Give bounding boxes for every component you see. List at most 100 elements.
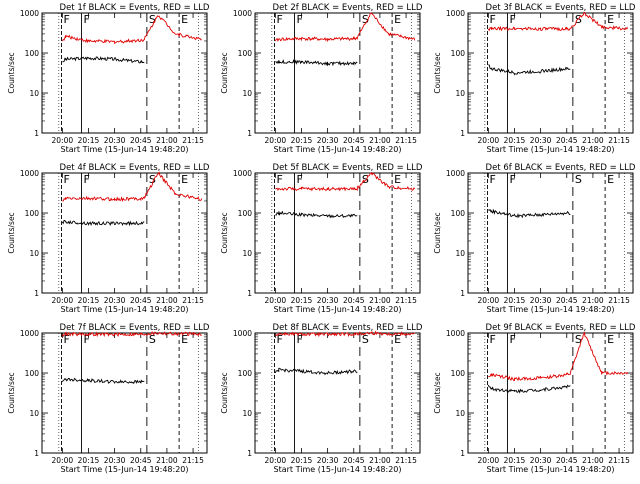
y-tick-label: 1 xyxy=(247,289,252,298)
detector-panel-2: Det 2f BLACK = Events, RED = LLD 1 10 100 10… xyxy=(213,0,426,160)
y-tick-label: 1 xyxy=(34,449,39,458)
y-tick-label: 1000 xyxy=(446,329,465,338)
marker-label: S xyxy=(575,333,582,346)
y-tick-label: 1 xyxy=(34,129,39,138)
y-tick-label: 1000 xyxy=(20,9,39,18)
marker-label: F xyxy=(84,333,90,346)
y-axis-label: Counts/sec xyxy=(7,372,16,413)
lld-series-line xyxy=(61,15,202,44)
x-axis-label: Start Time (15-Jun-14 19:48:20) xyxy=(61,305,189,314)
detector-panel-1: Det 1f BLACK = Events, RED = LLD 1 10 100 10… xyxy=(0,0,213,160)
x-axis-label: Start Time (15-Jun-14 19:48:20) xyxy=(274,305,402,314)
x-tick-label: 20:15 xyxy=(291,136,313,145)
x-tick-label: 20:30 xyxy=(530,136,552,145)
marker-label: E xyxy=(394,13,401,26)
plot-frame xyxy=(41,12,208,134)
plot-frame xyxy=(467,332,634,454)
marker-label: F xyxy=(63,13,69,26)
detector-chart-2: Det 2f BLACK = Events, RED = LLD 1 10 100 10… xyxy=(220,3,423,154)
x-tick-label: 21:00 xyxy=(369,456,391,465)
chart-title: Det 9f BLACK = Events, RED = LLD xyxy=(486,323,636,333)
y-tick-label: 1000 xyxy=(233,9,252,18)
plot-frame xyxy=(41,332,208,454)
y-tick-label: 1 xyxy=(460,449,465,458)
x-tick-label: 20:30 xyxy=(317,136,339,145)
y-tick-label: 100 xyxy=(451,369,466,378)
x-tick-label: 21:15 xyxy=(395,456,417,465)
detector-chart-4: Det 4f BLACK = Events, RED = LLD 1 10 100 10… xyxy=(7,163,210,314)
y-tick-label: 1000 xyxy=(233,169,252,178)
lld-series-line xyxy=(275,330,416,338)
y-tick-label: 10 xyxy=(455,89,465,98)
detector-panel-8: Det 8f BLACK = Events, RED = LLD 1 10 100 10… xyxy=(213,320,426,480)
y-tick-label: 1000 xyxy=(233,329,252,338)
events-series-line xyxy=(488,64,571,76)
x-tick-label: 20:45 xyxy=(343,136,365,145)
marker-label: F xyxy=(297,173,303,186)
x-tick-label: 21:00 xyxy=(582,296,604,305)
marker-label: F xyxy=(510,333,516,346)
x-tick-label: 20:30 xyxy=(317,296,339,305)
y-tick-label: 1 xyxy=(460,289,465,298)
x-tick-label: 21:15 xyxy=(182,296,204,305)
marker-label: F xyxy=(510,13,516,26)
x-tick-label: 20:45 xyxy=(343,456,365,465)
plot-frame xyxy=(254,332,421,454)
y-tick-label: 10 xyxy=(455,249,465,258)
plot-frame xyxy=(467,12,634,134)
events-series-line xyxy=(61,219,145,227)
marker-label: E xyxy=(607,333,614,346)
x-tick-label: 20:15 xyxy=(78,136,100,145)
y-tick-label: 1 xyxy=(460,129,465,138)
lld-series-line xyxy=(62,171,203,202)
detector-panel-9: Det 9f BLACK = Events, RED = LLD 1 10 100 10… xyxy=(426,320,639,480)
x-tick-label: 20:45 xyxy=(556,296,578,305)
marker-label: E xyxy=(394,173,401,186)
detector-chart-5: Det 5f BLACK = Events, RED = LLD 1 10 100 10… xyxy=(220,163,423,314)
x-axis-label: Start Time (15-Jun-14 19:48:20) xyxy=(487,465,615,474)
y-tick-label: 100 xyxy=(238,49,253,58)
y-tick-label: 10 xyxy=(242,89,252,98)
detector-chart-8: Det 8f BLACK = Events, RED = LLD 1 10 100 10… xyxy=(220,323,423,474)
marker-label: S xyxy=(575,173,582,186)
x-tick-label: 20:30 xyxy=(530,296,552,305)
x-tick-label: 20:15 xyxy=(291,296,313,305)
y-axis-label: Counts/sec xyxy=(220,212,229,253)
chart-title: Det 2f BLACK = Events, RED = LLD xyxy=(273,3,423,13)
marker-label: S xyxy=(149,13,156,26)
x-tick-label: 20:15 xyxy=(504,296,526,305)
y-tick-label: 10 xyxy=(29,409,39,418)
x-tick-label: 20:45 xyxy=(130,136,152,145)
x-tick-label: 20:00 xyxy=(52,456,74,465)
lld-series-line xyxy=(275,171,416,192)
y-axis-label: Counts/sec xyxy=(7,212,16,253)
y-axis-label: Counts/sec xyxy=(433,52,442,93)
marker-label: E xyxy=(607,13,614,26)
detector-chart-7: Det 7f BLACK = Events, RED = LLD 1 10 100 10… xyxy=(7,323,210,474)
x-tick-label: 20:15 xyxy=(78,456,100,465)
events-series-line xyxy=(275,58,358,67)
x-tick-label: 21:15 xyxy=(182,456,204,465)
marker-label: S xyxy=(362,333,369,346)
x-tick-label: 20:45 xyxy=(130,296,152,305)
plot-frame xyxy=(254,172,421,294)
chart-title: Det 4f BLACK = Events, RED = LLD xyxy=(60,163,210,173)
x-axis-label: Start Time (15-Jun-14 19:48:20) xyxy=(487,145,615,154)
chart-title: Det 6f BLACK = Events, RED = LLD xyxy=(486,163,636,173)
marker-label: E xyxy=(181,13,188,26)
events-series-line xyxy=(62,56,145,64)
x-axis-label: Start Time (15-Jun-14 19:48:20) xyxy=(487,305,615,314)
x-tick-label: 21:15 xyxy=(395,136,417,145)
y-tick-label: 10 xyxy=(29,249,39,258)
y-tick-label: 1000 xyxy=(446,169,465,178)
marker-label: F xyxy=(489,173,495,186)
y-axis-label: Counts/sec xyxy=(7,52,16,93)
y-axis-label: Counts/sec xyxy=(433,372,442,413)
detector-panel-5: Det 5f BLACK = Events, RED = LLD 1 10 100 10… xyxy=(213,160,426,320)
marker-label: S xyxy=(149,173,156,186)
plot-frame xyxy=(41,172,208,294)
events-series-line xyxy=(61,377,145,385)
y-tick-label: 1 xyxy=(247,449,252,458)
y-axis-label: Counts/sec xyxy=(220,372,229,413)
marker-label: F xyxy=(276,13,282,26)
